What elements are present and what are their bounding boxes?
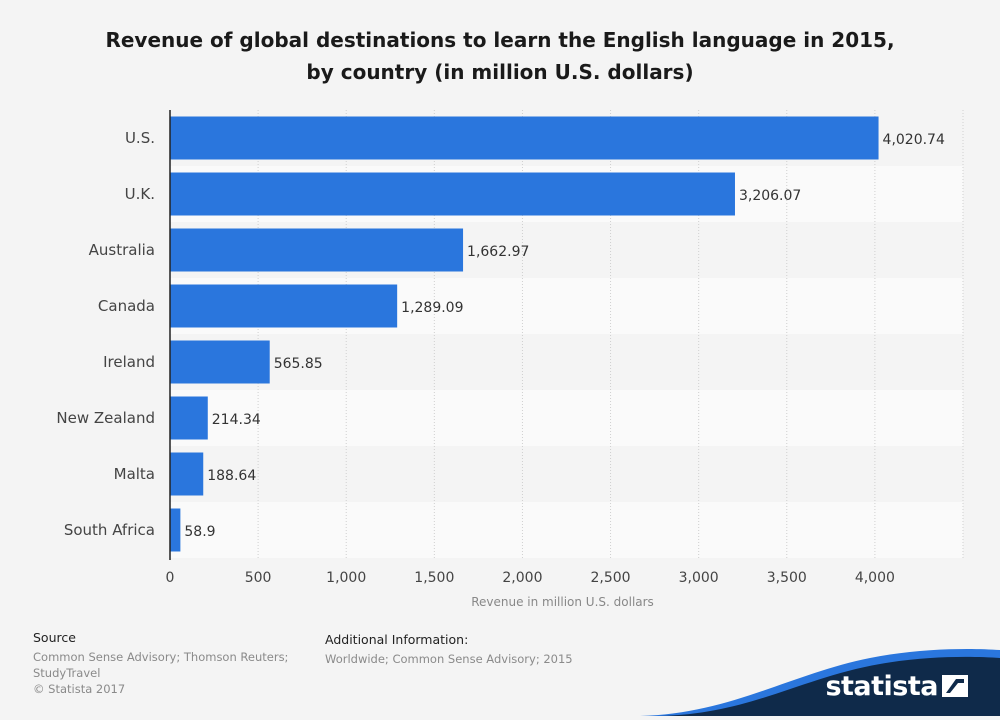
bar (170, 508, 181, 552)
x-tick-label: 500 (245, 570, 272, 586)
brand-wave-shape (640, 648, 1000, 716)
x-axis-label: Revenue in million U.S. dollars (471, 595, 654, 609)
x-tick-label: 1,000 (326, 570, 366, 586)
value-label: 188.64 (207, 468, 256, 484)
value-label: 565.85 (274, 356, 323, 372)
row-band (170, 390, 963, 446)
category-label: Australia (89, 241, 155, 259)
value-label: 58.9 (184, 524, 215, 540)
source-line-2: StudyTravel (33, 666, 101, 680)
category-label: Malta (114, 465, 155, 483)
value-label: 4,020.74 (883, 132, 945, 148)
x-tick-label: 4,000 (855, 570, 895, 586)
x-tick-labels: 0 500 1,000 1,500 2,000 2,500 3,000 3,500 4,000 (166, 570, 895, 586)
bars (170, 116, 879, 552)
row-band (170, 334, 963, 390)
category-label: U.K. (125, 185, 155, 203)
row-band (170, 446, 963, 502)
value-labels: 4,020.74 3,206.07 1,662.97 1,289.09 565.85 21… (184, 132, 945, 540)
bar (170, 396, 208, 440)
x-tick-label: 2,500 (591, 570, 631, 586)
value-label: 3,206.07 (739, 188, 801, 204)
x-tick-label: 3,000 (679, 570, 719, 586)
x-tick-label: 2,000 (502, 570, 542, 586)
additional-info-heading: Additional Information: (325, 632, 469, 647)
statista-logo-icon (942, 675, 968, 697)
statista-logo-text: statista (825, 671, 938, 702)
x-tick-label: 3,500 (767, 570, 807, 586)
category-label: South Africa (64, 521, 155, 539)
chart-title: Revenue of global destinations to learn … (0, 24, 1000, 88)
bar (170, 228, 464, 272)
bar (170, 340, 270, 384)
category-label: U.S. (125, 129, 155, 147)
x-tick-label: 1,500 (414, 570, 454, 586)
bar (170, 284, 398, 328)
source-line-1: Common Sense Advisory; Thomson Reuters; (33, 650, 289, 664)
bar (170, 172, 735, 216)
category-labels: U.S. U.K. Australia Canada Ireland New Zealan… (56, 129, 155, 539)
value-label: 1,289.09 (401, 300, 463, 316)
category-label: Ireland (103, 353, 155, 371)
copyright: © Statista 2017 (33, 682, 126, 696)
chart-title-line-2: by country (in million U.S. dollars) (306, 60, 694, 84)
bar (170, 452, 204, 496)
category-label: Canada (98, 297, 155, 315)
chart-title-line-1: Revenue of global destinations to learn … (105, 28, 895, 52)
value-label: 1,662.97 (467, 244, 529, 260)
source-heading: Source (33, 630, 76, 645)
x-tick-label: 0 (166, 570, 175, 586)
additional-info-block: Additional Information: Worldwide; Commo… (325, 632, 573, 667)
bar-chart: 4,020.74 3,206.07 1,662.97 1,289.09 565.85 21… (56, 110, 964, 609)
source-block: Source Common Sense Advisory; Thomson Re… (33, 630, 288, 697)
category-label: New Zealand (56, 409, 155, 427)
bar (170, 116, 879, 160)
value-label: 214.34 (212, 412, 261, 428)
additional-info-text: Worldwide; Common Sense Advisory; 2015 (325, 652, 573, 666)
row-band (170, 502, 963, 558)
statista-brand[interactable]: statista (640, 644, 1000, 716)
